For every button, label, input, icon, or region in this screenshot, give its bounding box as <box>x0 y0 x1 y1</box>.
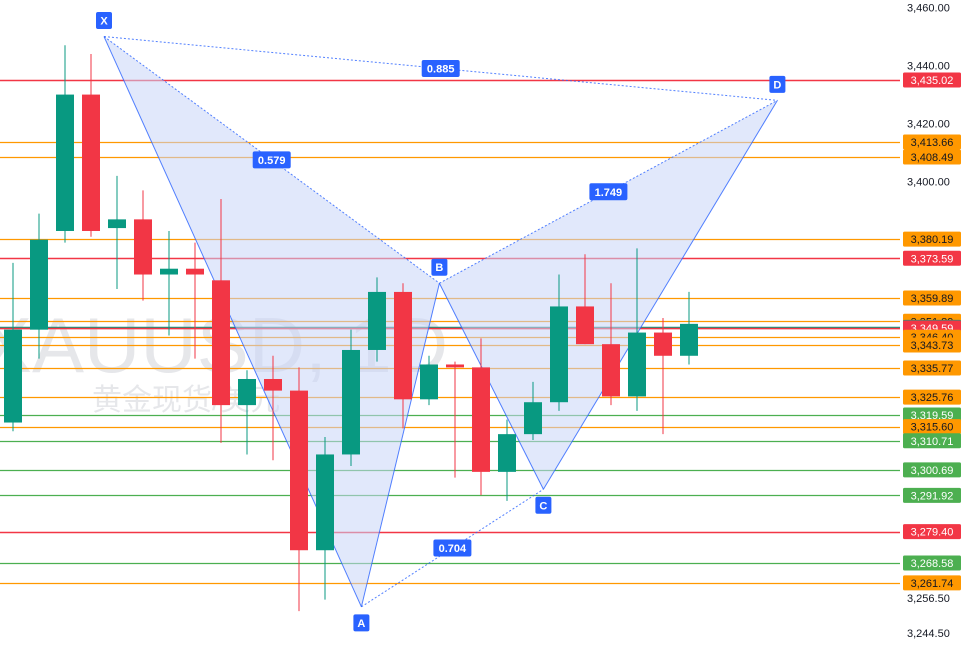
candle-body <box>4 329 22 423</box>
harmonic-pattern <box>103 36 778 608</box>
price-badge <box>903 250 961 266</box>
ratio-badge <box>433 539 472 557</box>
pattern-point-badge <box>431 258 448 276</box>
candle-body <box>342 349 360 455</box>
price-badge-label: 3,408.49 <box>911 152 954 164</box>
candle-body <box>56 94 74 231</box>
pattern-point-badge <box>535 496 552 514</box>
price-badge <box>903 407 961 423</box>
candle-body <box>160 268 178 275</box>
pattern-point-badge <box>769 75 786 93</box>
price-badge-label: 3,380.19 <box>911 234 954 246</box>
candle-body <box>134 219 152 275</box>
pattern-leg <box>438 282 544 490</box>
price-badge-label: 3,310.71 <box>911 436 954 448</box>
candle-body <box>446 364 464 368</box>
price-badge <box>903 487 961 503</box>
candle-body <box>550 306 568 403</box>
price-badge <box>903 149 961 165</box>
price-badge-label: 3,359.89 <box>911 293 954 305</box>
candle-body <box>290 390 308 551</box>
price-badge-label: 3,279.40 <box>911 527 954 539</box>
price-badge <box>903 555 961 571</box>
candle-body <box>472 367 490 472</box>
price-badge <box>903 360 961 376</box>
price-badge-label: 3,373.59 <box>911 253 954 265</box>
pattern-triangle-xab <box>104 36 440 607</box>
candle-body <box>628 332 646 397</box>
candle-body <box>186 268 204 275</box>
pattern-point-badge <box>96 12 112 30</box>
candle-body <box>82 94 100 231</box>
axis-tick-label: 3,460.00 <box>907 3 950 15</box>
pattern-labels: X A B C D 0.579 0.885 1.749 0.704 <box>96 12 786 632</box>
axis-tick-label: 3,256.50 <box>907 593 950 605</box>
pattern-triangle-bcd <box>439 100 778 490</box>
price-axis: 3,460.00 3,440.00 3,420.00 3,400.00 3,256.50… <box>903 3 961 640</box>
axis-tick-label: 3,440.00 <box>907 61 950 73</box>
pattern-point-label: X <box>100 16 108 28</box>
price-badge <box>903 134 961 150</box>
candle-body <box>680 323 698 356</box>
ratio-label: 1.749 <box>595 187 623 199</box>
price-badge-label: 3,319.59 <box>911 410 954 422</box>
price-badge <box>903 389 961 405</box>
candle-body <box>238 378 256 406</box>
candle-body <box>264 378 282 391</box>
price-badge <box>903 337 961 353</box>
price-badge <box>903 462 961 478</box>
ratio-label: 0.704 <box>439 543 467 555</box>
ratio-badge <box>421 59 460 77</box>
axis-tick-label: 3,420.00 <box>907 119 950 131</box>
candle-body <box>576 306 594 345</box>
pattern-leg <box>542 100 778 490</box>
price-badge-label: 3,343.73 <box>911 340 954 352</box>
price-badge <box>903 290 961 306</box>
price-badge <box>903 433 961 449</box>
pattern-point-label: C <box>539 500 547 512</box>
candle-body <box>212 280 230 406</box>
candle-body <box>394 291 412 400</box>
candle-body <box>602 344 620 397</box>
pattern-ratio-line <box>103 36 778 101</box>
price-badge-label: 3,268.58 <box>911 558 954 570</box>
candles <box>4 45 698 612</box>
price-badge <box>903 419 961 435</box>
ratio-badge <box>252 151 291 169</box>
pattern-point-label: B <box>435 262 443 274</box>
price-badge <box>903 575 961 591</box>
pattern-point-label: D <box>773 79 781 91</box>
price-badge-label: 3,335.77 <box>911 363 954 375</box>
candle-body <box>108 219 126 229</box>
price-badge-label: 3,261.74 <box>911 578 954 590</box>
price-badge <box>903 72 961 88</box>
axis-tick-label: 3,400.00 <box>907 177 950 189</box>
candle-body <box>420 364 438 400</box>
price-badge-label: 3,315.60 <box>911 422 954 434</box>
ratio-badge <box>589 183 628 201</box>
price-badge-label: 3,435.02 <box>911 75 954 87</box>
candle-body <box>498 434 516 472</box>
candle-body <box>316 454 334 551</box>
price-badge-label: 3,413.66 <box>911 137 954 149</box>
ratio-label: 0.885 <box>427 63 455 75</box>
candle-body <box>524 402 542 435</box>
price-badge-label: 3,325.76 <box>911 392 954 404</box>
candle-body <box>654 332 672 356</box>
price-badge <box>903 231 961 247</box>
pattern-point-badge <box>353 614 370 632</box>
price-badge-label: 3,291.92 <box>911 490 954 502</box>
price-badge-label: 3,300.69 <box>911 465 954 477</box>
pattern-point-label: A <box>357 618 365 630</box>
ratio-label: 0.579 <box>258 155 286 167</box>
pattern-leg <box>360 283 440 607</box>
candle-body <box>30 239 48 330</box>
axis-tick-label: 3,244.50 <box>907 628 950 640</box>
price-badge <box>903 524 961 540</box>
candle-body <box>368 291 386 350</box>
